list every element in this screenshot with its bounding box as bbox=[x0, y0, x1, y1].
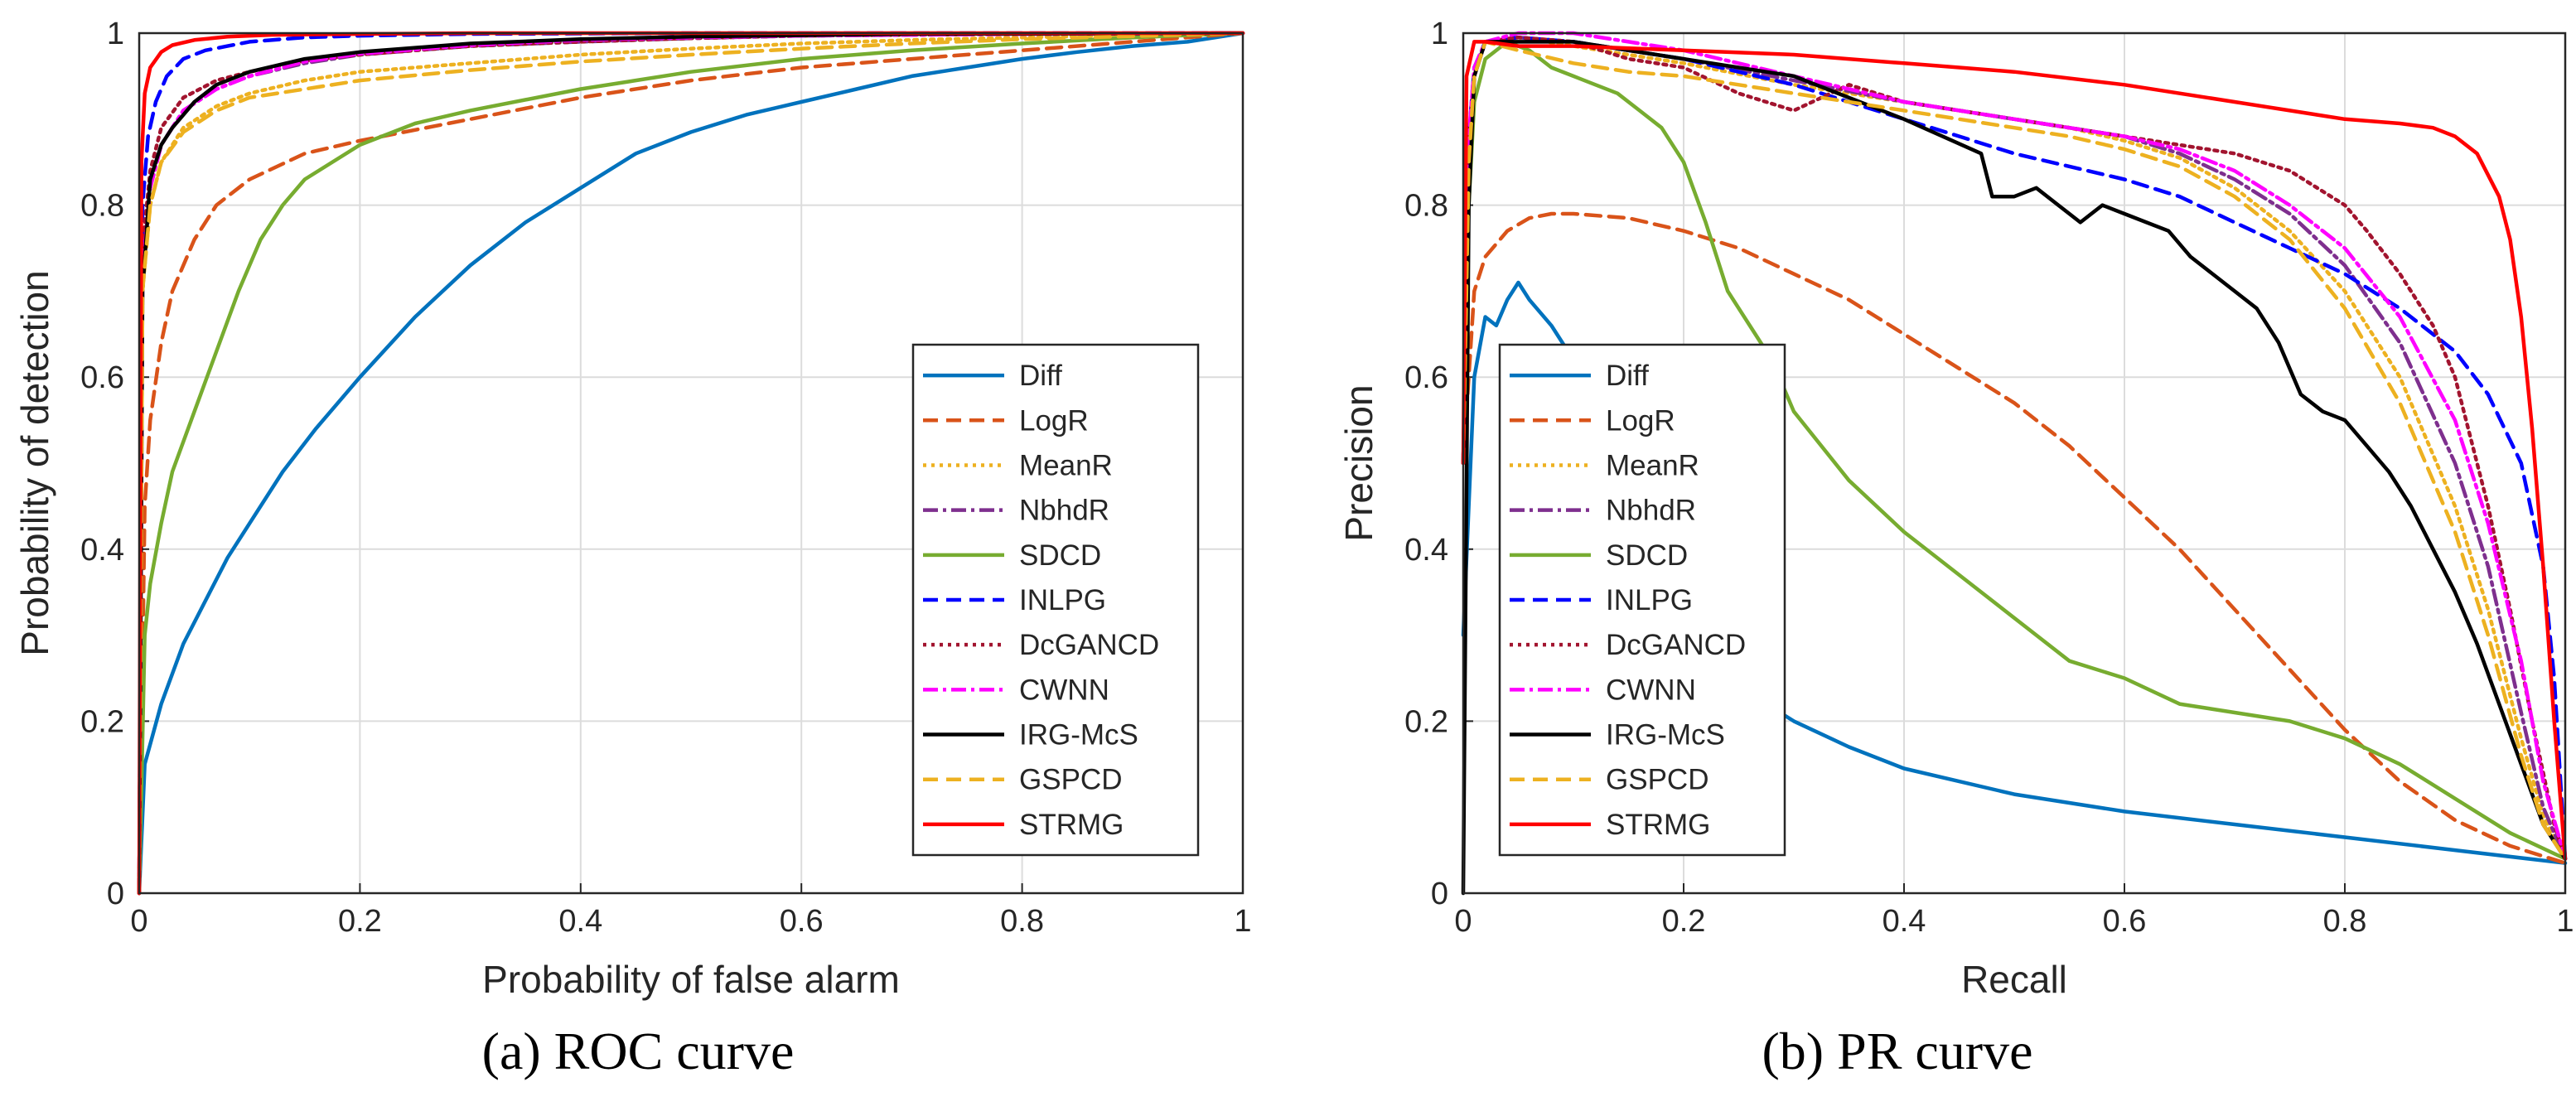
pr-x-axis-label: Recall bbox=[1961, 958, 2067, 1001]
roc-y-tick-label: 0.4 bbox=[80, 533, 124, 568]
pr-legend-label-meanr: MeanR bbox=[1606, 449, 1699, 481]
roc-legend-label-meanr: MeanR bbox=[1019, 449, 1113, 481]
roc-legend-label-cwnn: CWNN bbox=[1019, 674, 1109, 706]
roc-series bbox=[137, 31, 1245, 896]
pr-legend-label-gspcd: GSPCD bbox=[1606, 764, 1708, 796]
pr-legend-label-dcgancd: DcGANCD bbox=[1606, 629, 1746, 661]
roc-legend-label-nbhdr: NbhdR bbox=[1019, 495, 1109, 527]
roc-series-diff bbox=[137, 31, 1245, 896]
pr-legend-label-inlpg: INLPG bbox=[1606, 584, 1693, 616]
roc-y-tick-label: 0.6 bbox=[80, 360, 124, 395]
roc-panel: 0 0.2 0.4 0.6 0.8 1 0 0.2 0.4 0.6 0.8 1 Diff LogR Mea… bbox=[13, 17, 1252, 1080]
pr-legend-label-strmg: STRMG bbox=[1606, 809, 1710, 841]
pr-x-tick-label: 0.8 bbox=[2323, 904, 2367, 939]
roc-y-tick-label: 0.8 bbox=[80, 189, 124, 224]
roc-legend-label-strmg: STRMG bbox=[1019, 809, 1124, 841]
pr-legend-label-logr: LogR bbox=[1606, 404, 1675, 437]
pr-y-tick-label: 0.4 bbox=[1404, 533, 1448, 568]
pr-y-tick-label: 1 bbox=[1431, 17, 1448, 51]
roc-series-sdcd bbox=[137, 31, 1245, 896]
roc-series-logr bbox=[137, 31, 1245, 896]
pr-axes-frame bbox=[1462, 31, 2567, 895]
roc-x-tick-label: 0.8 bbox=[1000, 904, 1044, 939]
pr-series-irg-mcs bbox=[1461, 40, 2568, 896]
pr-y-tick-label: 0 bbox=[1431, 877, 1448, 911]
roc-caption: (a) ROC curve bbox=[482, 1022, 795, 1080]
pr-x-tick-label: 1 bbox=[2556, 904, 2574, 939]
roc-y-tick-label: 1 bbox=[107, 17, 124, 51]
pr-y-axis-label: Precision bbox=[1337, 384, 1380, 541]
pr-panel: 0 0.2 0.4 0.6 0.8 1 0 0.2 0.4 0.6 0.8 1 Diff LogR Mea… bbox=[1337, 17, 2574, 1080]
pr-legend-label-diff: Diff bbox=[1606, 360, 1649, 392]
pr-series-strmg bbox=[1461, 40, 2568, 861]
roc-legend-label-logr: LogR bbox=[1019, 404, 1089, 437]
pr-y-tick-label: 0.2 bbox=[1404, 704, 1448, 739]
roc-x-tick-label: 0.2 bbox=[338, 904, 382, 939]
roc-y-axis-label: Probability of detection bbox=[13, 270, 56, 655]
roc-x-tick-label: 1 bbox=[1234, 904, 1251, 939]
pr-legend-label-irg-mcs: IRG-McS bbox=[1606, 719, 1725, 751]
pr-x-tick-label: 0.6 bbox=[2103, 904, 2147, 939]
roc-legend-label-irg-mcs: IRG-McS bbox=[1019, 719, 1138, 751]
roc-x-tick-label: 0.6 bbox=[780, 904, 824, 939]
pr-caption: (b) PR curve bbox=[1762, 1022, 2032, 1080]
pr-legend-label-cwnn: CWNN bbox=[1606, 674, 1696, 706]
pr-tick-labels: 0 0.2 0.4 0.6 0.8 1 0 0.2 0.4 0.6 0.8 1 bbox=[1404, 17, 2574, 939]
pr-x-tick-label: 0.4 bbox=[1882, 904, 1926, 939]
pr-series-gspcd bbox=[1461, 40, 2568, 861]
roc-legend-label-diff: Diff bbox=[1019, 360, 1062, 392]
pr-legend-label-nbhdr: NbhdR bbox=[1606, 495, 1696, 527]
pr-y-tick-label: 0.6 bbox=[1404, 360, 1448, 395]
roc-legend-label-sdcd: SDCD bbox=[1019, 539, 1101, 572]
roc-axes-frame bbox=[138, 31, 1245, 895]
roc-series-irg-mcs bbox=[137, 31, 1245, 896]
roc-x-axis-label: Probability of false alarm bbox=[482, 958, 900, 1001]
pr-legend-label-sdcd: SDCD bbox=[1606, 539, 1688, 572]
roc-series-gspcd bbox=[137, 31, 1245, 896]
roc-tick-labels: 0 0.2 0.4 0.6 0.8 1 0 0.2 0.4 0.6 0.8 1 bbox=[80, 17, 1251, 939]
roc-x-tick-label: 0.4 bbox=[558, 904, 602, 939]
roc-legend-label-inlpg: INLPG bbox=[1019, 584, 1106, 616]
roc-legend-label-gspcd: GSPCD bbox=[1019, 764, 1122, 796]
pr-x-tick-label: 0.2 bbox=[1662, 904, 1706, 939]
roc-series-meanr bbox=[137, 31, 1245, 896]
roc-y-tick-label: 0 bbox=[107, 877, 124, 911]
roc-x-tick-label: 0 bbox=[130, 904, 147, 939]
roc-legend-label-dcgancd: DcGANCD bbox=[1019, 629, 1159, 661]
pr-series-logr bbox=[1461, 211, 2568, 865]
roc-y-tick-label: 0.2 bbox=[80, 704, 124, 739]
pr-y-tick-label: 0.8 bbox=[1404, 189, 1448, 224]
pr-legend: Diff LogR MeanR NbhdR SDCD INLPG DcGANCD CWNN IR… bbox=[1498, 343, 1786, 857]
roc-legend: Diff LogR MeanR NbhdR SDCD INLPG DcGANCD CWNN IR… bbox=[911, 343, 1200, 857]
pr-series-cwnn bbox=[1461, 31, 2568, 861]
pr-x-tick-label: 0 bbox=[1454, 904, 1472, 939]
